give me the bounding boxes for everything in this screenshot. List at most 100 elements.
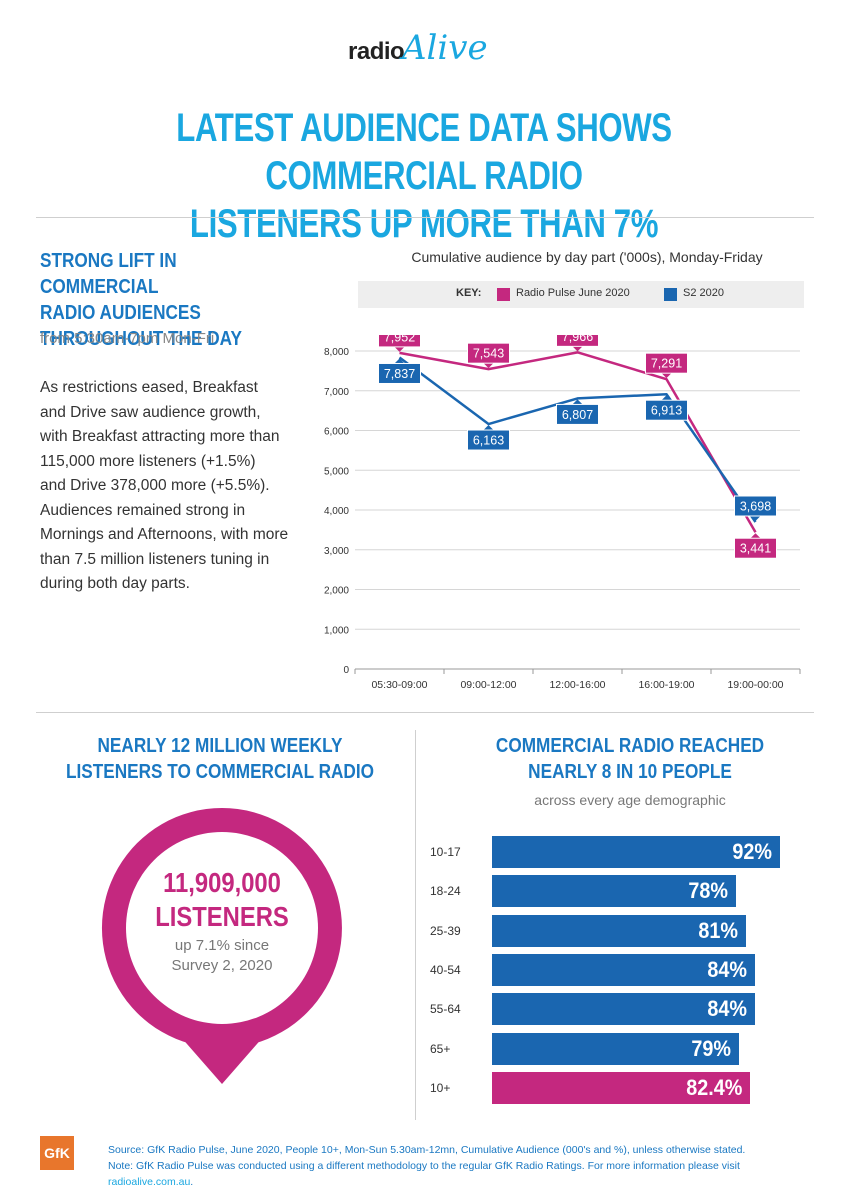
section1-body: As restrictions eased, Breakfast and Dri… — [40, 376, 300, 597]
age-bar: 79% — [492, 1032, 740, 1065]
data-label: 7,837 — [384, 367, 415, 381]
body-line: and Drive 378,000 more (+5.5%). — [40, 477, 270, 494]
data-label: 7,543 — [473, 347, 504, 361]
map-pin-shape — [101, 808, 342, 1084]
data-label-box — [734, 495, 777, 517]
data-label-box — [467, 429, 510, 451]
age-bar-value: 84% — [707, 996, 747, 1022]
y-tick-label: 8,000 — [324, 347, 349, 358]
pin-tip — [180, 1036, 264, 1084]
line-chart-title: Cumulative audience by day part ('000s),… — [411, 249, 763, 265]
listeners-stat: 11,909,000 LISTENERS up 7.1% since Surve… — [120, 866, 324, 976]
age-bar: 82.4% — [492, 1071, 750, 1104]
footer-note-line: Note: GfK Radio Pulse was conducted usin… — [108, 1158, 828, 1190]
y-tick-label: 5,000 — [324, 466, 349, 477]
data-label-box — [556, 335, 599, 347]
data-label-pointer — [572, 346, 583, 352]
data-label-box — [645, 399, 688, 421]
age-bar-label: 55-64 — [430, 1002, 461, 1017]
data-label: 6,807 — [562, 408, 593, 422]
y-tick-label: 1,000 — [324, 625, 349, 636]
data-label-box — [378, 335, 421, 348]
x-tick-label: 16:00-19:00 — [638, 679, 694, 691]
age-bar-value: 81% — [697, 917, 738, 943]
section3-subtitle: across every age demographic — [534, 792, 726, 808]
data-label-box — [734, 537, 777, 559]
data-label: 6,913 — [651, 404, 682, 418]
footer-notes: Source: GfK Radio Pulse, June 2020, Peop… — [108, 1142, 828, 1190]
headline-line-1: LATEST AUDIENCE DATA SHOWS COMMERCIAL RA… — [176, 106, 672, 198]
data-label-box — [378, 362, 421, 384]
pin-inner-circle — [126, 832, 318, 1024]
age-bar-label: 25-39 — [430, 923, 461, 938]
section3-title-line: NEARLY 8 IN 10 PEOPLE — [528, 761, 732, 783]
y-tick-label: 4,000 — [324, 506, 349, 517]
body-line: 115,000 more listeners (+1.5%) — [40, 452, 256, 470]
divider-top — [36, 217, 814, 218]
age-bar-value: 78% — [688, 878, 729, 904]
body-line: Mornings and Afternoons, with more — [40, 526, 289, 543]
series-line-s2 — [398, 356, 757, 523]
data-label-pointer — [661, 395, 672, 401]
age-bar-value: 92% — [732, 839, 772, 864]
section3-title-line: COMMERCIAL RADIO REACHED — [495, 735, 765, 757]
section2-title-line: NEARLY 12 MILLION WEEKLY — [97, 735, 343, 757]
age-bar: 84% — [492, 953, 755, 986]
y-tick-label: 0 — [343, 665, 349, 676]
data-label: 6,163 — [473, 434, 504, 448]
age-bar-label: 65+ — [430, 1041, 451, 1056]
age-bar: 84% — [492, 993, 755, 1026]
x-tick-label: 09:00-12:00 — [460, 679, 516, 691]
age-bar-label: 10+ — [430, 1080, 451, 1095]
listeners-note-2: Survey 2, 2020 — [171, 957, 273, 974]
data-label-pointer — [661, 373, 672, 379]
y-tick-label: 3,000 — [324, 546, 349, 557]
data-label: 7,291 — [651, 357, 682, 371]
section2-title-line: LISTENERS TO COMMERCIAL RADIO — [65, 761, 375, 783]
legend-swatch-pulse — [497, 288, 510, 301]
section1-title-line: RADIO AUDIENCES — [40, 302, 201, 324]
divider-middle — [36, 712, 814, 713]
logo-word-radio: radio — [348, 38, 405, 65]
y-tick-label: 6,000 — [324, 427, 349, 438]
series-line-pulse — [399, 351, 757, 533]
age-bar: 78% — [492, 875, 737, 908]
line-chart: 0 1,000 2,000 3,000 4,000 5,000 6,000 7,000 8,00… — [324, 335, 801, 691]
data-label-pointer — [394, 358, 405, 364]
footer-note: Note: GfK Radio Pulse was conducted usin… — [108, 1160, 740, 1172]
data-label-pointer — [750, 516, 761, 522]
data-label-box — [556, 403, 599, 425]
age-bar-label: 40-54 — [430, 962, 461, 977]
divider-vertical — [415, 730, 416, 1120]
y-tick-label: 2,000 — [324, 586, 349, 597]
legend-key-label: KEY: — [456, 287, 482, 299]
y-tick-label: 7,000 — [324, 387, 349, 398]
data-label: 7,966 — [562, 335, 593, 344]
age-bar-label: 18-24 — [430, 884, 461, 899]
body-line: during both day parts. — [40, 575, 190, 592]
body-line: than 7.5 million listeners tuning in — [40, 550, 270, 568]
data-label: 3,698 — [740, 500, 771, 514]
radio-alive-logo: radio Alive — [348, 28, 508, 78]
x-tick-label: 12:00-16:00 — [549, 679, 605, 691]
footer-link[interactable]: radioalive.com.au — [108, 1176, 191, 1188]
gfk-logo: GfK — [40, 1136, 74, 1170]
data-label-box — [467, 342, 510, 364]
legend-label-pulse: Radio Pulse June 2020 — [516, 287, 630, 299]
x-tick-label: 05:30-09:00 — [371, 679, 427, 691]
headline-line-2: LISTENERS UP MORE THAN 7% — [189, 202, 659, 246]
section1-title: STRONG LIFT IN COMMERCIAL RADIO AUDIENCE… — [40, 248, 281, 352]
section3-title: COMMERCIAL RADIO REACHED NEARLY 8 IN 10 … — [467, 733, 794, 785]
age-bar-label: 10-17 — [430, 845, 461, 859]
data-label: 3,441 — [740, 542, 771, 556]
listeners-value: 11,909,000 — [163, 867, 281, 898]
age-bar-value: 84% — [707, 956, 747, 982]
data-label-pointer — [394, 346, 405, 352]
listeners-note-1: up 7.1% since — [174, 937, 270, 954]
x-tick-label: 19:00-00:00 — [727, 679, 783, 691]
chart-legend: KEY: Radio Pulse June 2020 S2 2020 — [358, 281, 804, 308]
data-label-pointer — [483, 425, 494, 431]
body-line: As restrictions eased, Breakfast — [40, 379, 258, 396]
footer-source: Source: GfK Radio Pulse, June 2020, Peop… — [108, 1144, 746, 1156]
listeners-unit: LISTENERS — [155, 901, 289, 932]
